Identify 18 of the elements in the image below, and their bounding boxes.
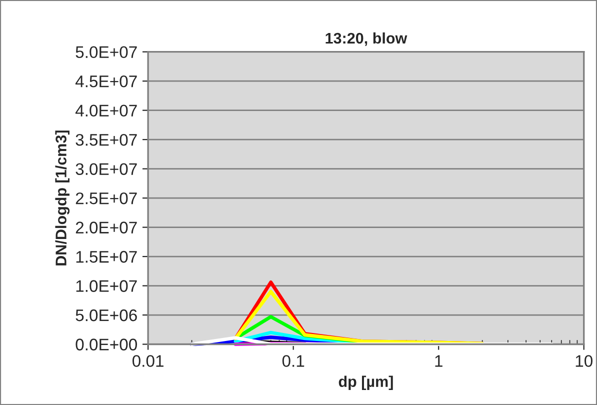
y-tick-label: 2.0E+07 <box>76 222 137 234</box>
y-tick-label: 4.5E+07 <box>75 75 137 88</box>
x-tick-label: 0.01 <box>132 355 164 367</box>
x-tick-label: 10 <box>576 355 592 367</box>
y-tick-label: 4.0E+07 <box>75 104 137 117</box>
x-tick-label: 1 <box>435 355 442 367</box>
y-tick-label: 5.0E+07 <box>76 46 137 58</box>
x-axis-title: dp [µm] <box>338 376 393 390</box>
y-tick-label: 0.0E+00 <box>76 338 137 350</box>
y-tick-label: 5.0E+06 <box>76 309 137 322</box>
y-tick-label: 2.5E+07 <box>76 192 137 204</box>
chart-title: 13:20, blow <box>326 32 408 46</box>
y-tick-label: 3.5E+07 <box>76 134 137 146</box>
y-tick-label: 3.0E+07 <box>76 163 137 176</box>
y-tick-label: 1.5E+07 <box>76 250 137 263</box>
y-tick-label: 1.0E+07 <box>76 280 137 292</box>
y-axis-title: DN/Dlogdp [1/cm3] <box>55 130 70 266</box>
x-tick-label: 0.1 <box>282 355 304 367</box>
